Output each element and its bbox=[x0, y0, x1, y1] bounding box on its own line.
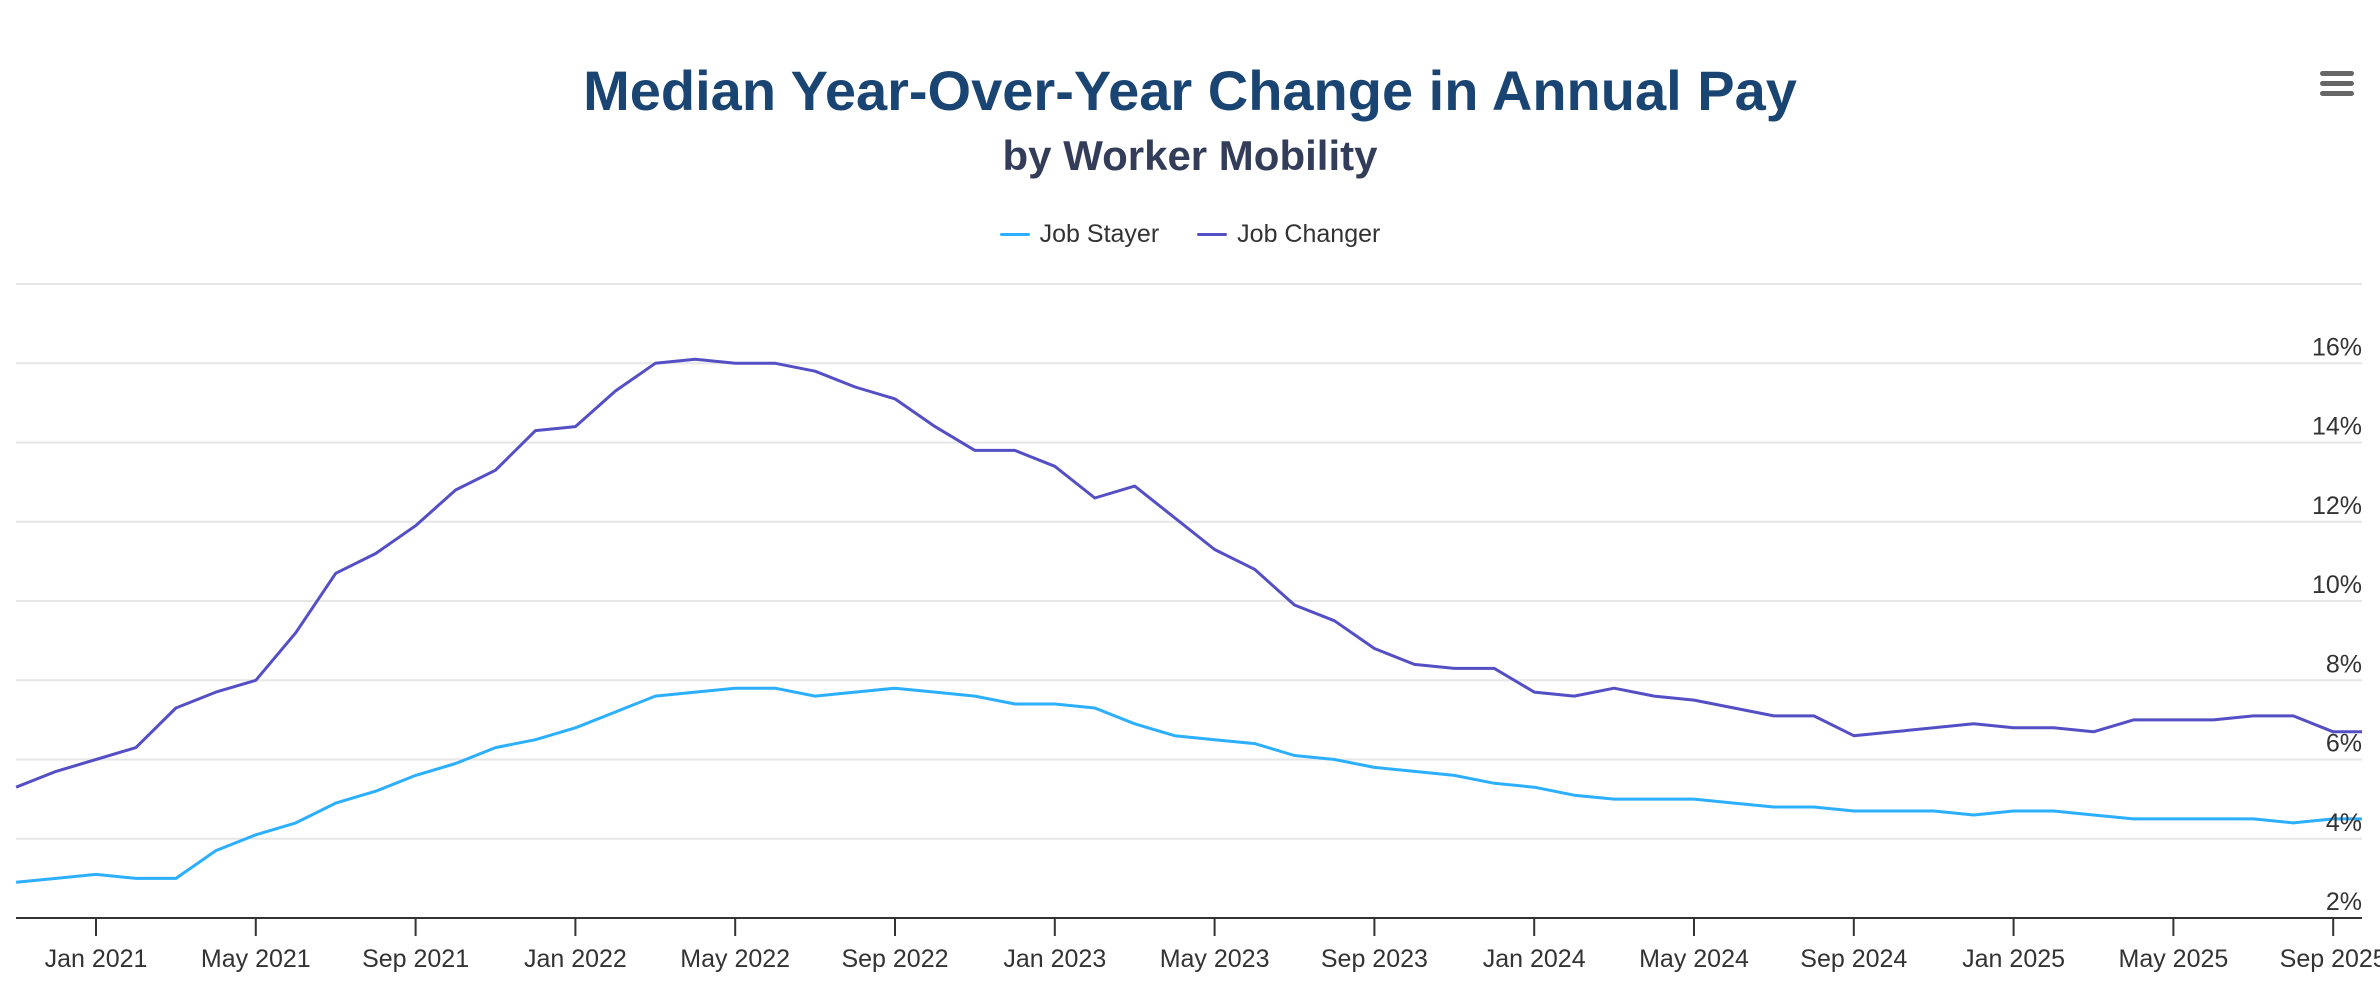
chart-menu-button[interactable] bbox=[2316, 62, 2360, 106]
series-lines bbox=[15, 357, 2362, 884]
x-tick-label: May 2023 bbox=[1160, 945, 1270, 973]
x-tick-label: Jan 2023 bbox=[1003, 945, 1106, 973]
x-tick-label: Jan 2025 bbox=[1962, 945, 2065, 973]
x-tick-label: May 2025 bbox=[2119, 945, 2229, 973]
y-tick-label: 2% bbox=[2326, 888, 2362, 916]
legend-item-job-stayer[interactable]: Job Stayer bbox=[999, 220, 1160, 249]
y-tick-label: 8% bbox=[2326, 650, 2362, 678]
y-tick-label: 16% bbox=[2312, 333, 2362, 361]
x-tick-label: Sep 2021 bbox=[362, 945, 469, 973]
y-axis-labels: 2% 4% 6% 8% 10% 12% 14% 16% bbox=[2312, 333, 2362, 916]
x-tick-label: Sep 2025 bbox=[2280, 945, 2380, 973]
legend-item-job-changer[interactable]: Job Changer bbox=[1197, 220, 1380, 249]
y-tick-label: 14% bbox=[2312, 413, 2362, 441]
legend-label-job-stayer: Job Stayer bbox=[1039, 220, 1160, 248]
chart-legend: Job Stayer Job Changer bbox=[0, 220, 2380, 249]
series-line-job-changer[interactable] bbox=[15, 357, 2362, 789]
y-tick-label: 12% bbox=[2312, 492, 2362, 520]
x-tick-label: Jan 2021 bbox=[45, 945, 148, 973]
x-tick-label: May 2024 bbox=[1639, 945, 1749, 973]
series-line-job-stayer[interactable] bbox=[15, 686, 2362, 884]
hamburger-menu-icon bbox=[2320, 71, 2354, 96]
y-tick-label: 10% bbox=[2312, 571, 2362, 599]
y-tick-label: 6% bbox=[2326, 730, 2362, 758]
gridlines bbox=[16, 283, 2362, 840]
chart-subtitle: by Worker Mobility bbox=[1002, 132, 1378, 179]
legend-swatch-job-changer bbox=[1197, 233, 1228, 236]
x-tick-label: May 2021 bbox=[201, 945, 311, 973]
chart-title: Median Year-Over-Year Change in Annual P… bbox=[583, 59, 1797, 122]
x-tick-label: Sep 2024 bbox=[1800, 945, 1907, 973]
x-tick-label: Jan 2022 bbox=[524, 945, 627, 973]
x-tick-label: Sep 2023 bbox=[1321, 945, 1428, 973]
y-tick-label: 4% bbox=[2326, 809, 2362, 837]
x-tick-label: Sep 2022 bbox=[841, 945, 948, 973]
legend-swatch-job-stayer bbox=[999, 233, 1030, 236]
x-tick-label: May 2022 bbox=[680, 945, 790, 973]
legend-label-job-changer: Job Changer bbox=[1237, 220, 1381, 248]
x-axis: Jan 2021 May 2021 Sep 2021 Jan 2022 May 2022… bbox=[16, 917, 2380, 973]
x-tick-label: Jan 2024 bbox=[1483, 945, 1586, 973]
